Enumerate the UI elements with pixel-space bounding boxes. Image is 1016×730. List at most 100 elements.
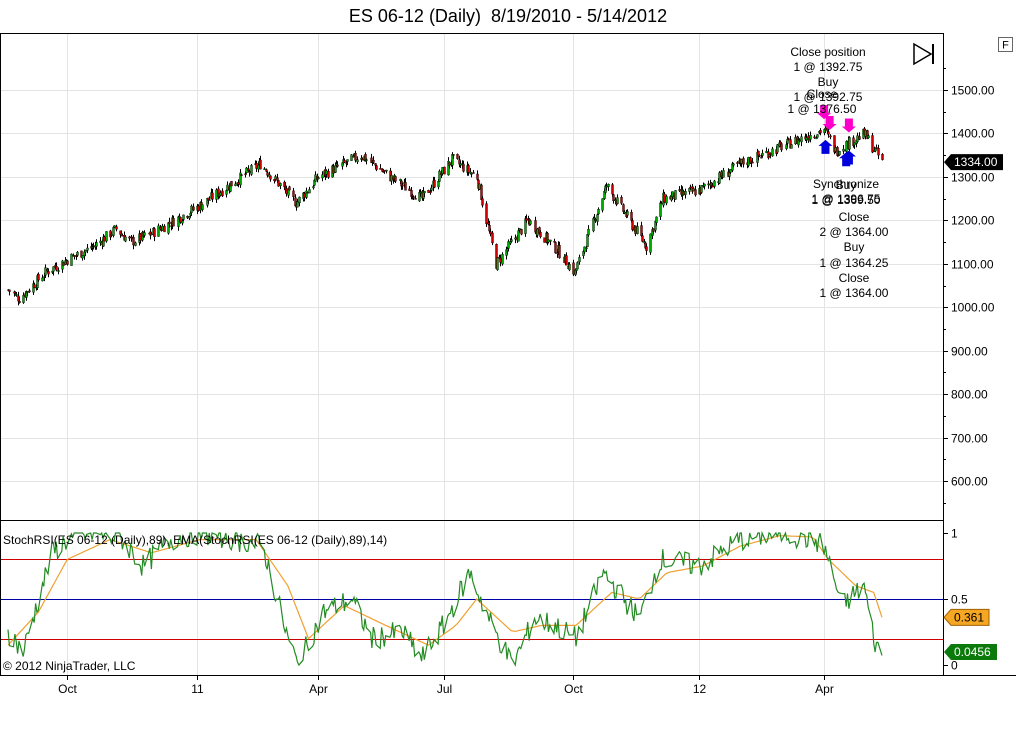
trade-markers — [817, 105, 856, 167]
candle-body — [853, 142, 856, 146]
sell-arrow-icon — [841, 118, 856, 133]
candle-body — [852, 137, 855, 146]
candle-body — [404, 182, 407, 191]
candle-body — [554, 242, 557, 254]
candle-body — [663, 193, 666, 203]
candle-body — [84, 249, 87, 253]
candle-body — [443, 166, 446, 175]
candle-body — [303, 193, 306, 198]
candle-body — [336, 164, 339, 167]
ema-value-tag: 0.361 — [943, 608, 990, 626]
candle-body — [419, 192, 422, 194]
candle-body — [277, 180, 280, 187]
candle-body — [139, 233, 142, 241]
price-tick-label: 1400.00 — [951, 127, 995, 141]
candle-body — [585, 247, 588, 249]
candle-body — [263, 168, 266, 170]
candle-body — [325, 170, 328, 175]
candle-body — [827, 131, 830, 135]
candle-body — [181, 220, 184, 224]
candle-body — [306, 192, 309, 194]
candle-body — [780, 143, 783, 151]
candle-body — [247, 168, 250, 171]
candle-body — [594, 219, 597, 221]
time-tick-label: Jul — [437, 682, 452, 696]
candle-body — [881, 154, 884, 160]
candle-body — [634, 225, 637, 234]
candle-body — [57, 270, 60, 272]
copyright-text: © 2012 NinjaTrader, LLC — [3, 659, 136, 673]
indicator-tick-label: 0.5 — [951, 593, 968, 607]
candle-body — [703, 183, 706, 187]
candle-body — [833, 135, 836, 153]
time-tick-label: 12 — [693, 682, 707, 696]
candle-body — [742, 158, 745, 165]
candle-body — [219, 192, 222, 196]
price-tick-label: 1300.00 — [951, 171, 995, 185]
f-button[interactable]: F — [998, 37, 1013, 52]
candle-body — [842, 148, 845, 152]
candle-body — [558, 245, 561, 259]
candle-body — [790, 144, 793, 149]
candle-body — [385, 169, 388, 172]
candle-body — [565, 255, 568, 266]
price-tick-label: 1200.00 — [951, 214, 995, 228]
candle-body — [481, 198, 484, 206]
candle-body — [829, 135, 832, 138]
candle-body — [410, 190, 413, 197]
candle-body — [317, 177, 320, 179]
candle-body — [244, 173, 247, 176]
candle-body — [501, 254, 504, 265]
candle-body — [649, 233, 652, 253]
time-tick-label: Oct — [564, 682, 583, 696]
indicator-tick-label: 0 — [951, 659, 958, 673]
indicator-tick-label: 1 — [951, 527, 958, 541]
candle-body — [536, 228, 539, 236]
candle-body — [47, 271, 50, 275]
candle-body — [700, 185, 703, 193]
candle-body — [641, 235, 644, 242]
candle-body — [92, 245, 95, 247]
candle-body — [390, 174, 393, 182]
chart-title: ES 06-12 (Daily) 8/19/2010 - 5/14/2012 — [348, 6, 668, 26]
candle-body — [8, 289, 11, 292]
candle-body — [18, 301, 21, 304]
candle-body — [124, 236, 127, 242]
last-price-tag: 1334.00 — [944, 154, 1003, 171]
candle-body — [689, 186, 692, 189]
candle-body — [408, 188, 411, 191]
candle-body — [292, 190, 295, 197]
candle-body — [55, 266, 58, 271]
candle-body — [239, 172, 242, 186]
candle-body — [411, 194, 414, 197]
candle-body — [682, 191, 685, 196]
candle-body — [179, 217, 182, 223]
candle-body — [62, 262, 65, 266]
candle-body — [845, 141, 848, 152]
candle-body — [356, 159, 359, 163]
trade-annotation-text: 1 @ 1392.75 — [794, 60, 863, 74]
candle-body — [365, 159, 368, 161]
candle-body — [437, 181, 440, 188]
candle-body — [130, 236, 133, 238]
candle-body — [692, 188, 695, 191]
scroll-to-end-icon[interactable] — [913, 42, 934, 66]
candle-body — [276, 177, 279, 181]
candle-body — [546, 232, 549, 243]
candle-body — [659, 202, 662, 217]
price-tick-label: 1500.00 — [951, 84, 995, 98]
candle-body — [259, 159, 262, 170]
candle-body — [95, 242, 98, 247]
candle-body — [248, 171, 251, 173]
candle-body — [153, 228, 156, 238]
candle-body — [128, 236, 131, 239]
candle-body — [41, 277, 44, 282]
candle-body — [134, 242, 137, 246]
candle-body — [875, 147, 878, 149]
candle-body — [713, 180, 716, 187]
candle-body — [28, 290, 31, 293]
candle-body — [312, 186, 315, 189]
candle-body — [623, 211, 626, 214]
candle-body — [674, 190, 677, 200]
